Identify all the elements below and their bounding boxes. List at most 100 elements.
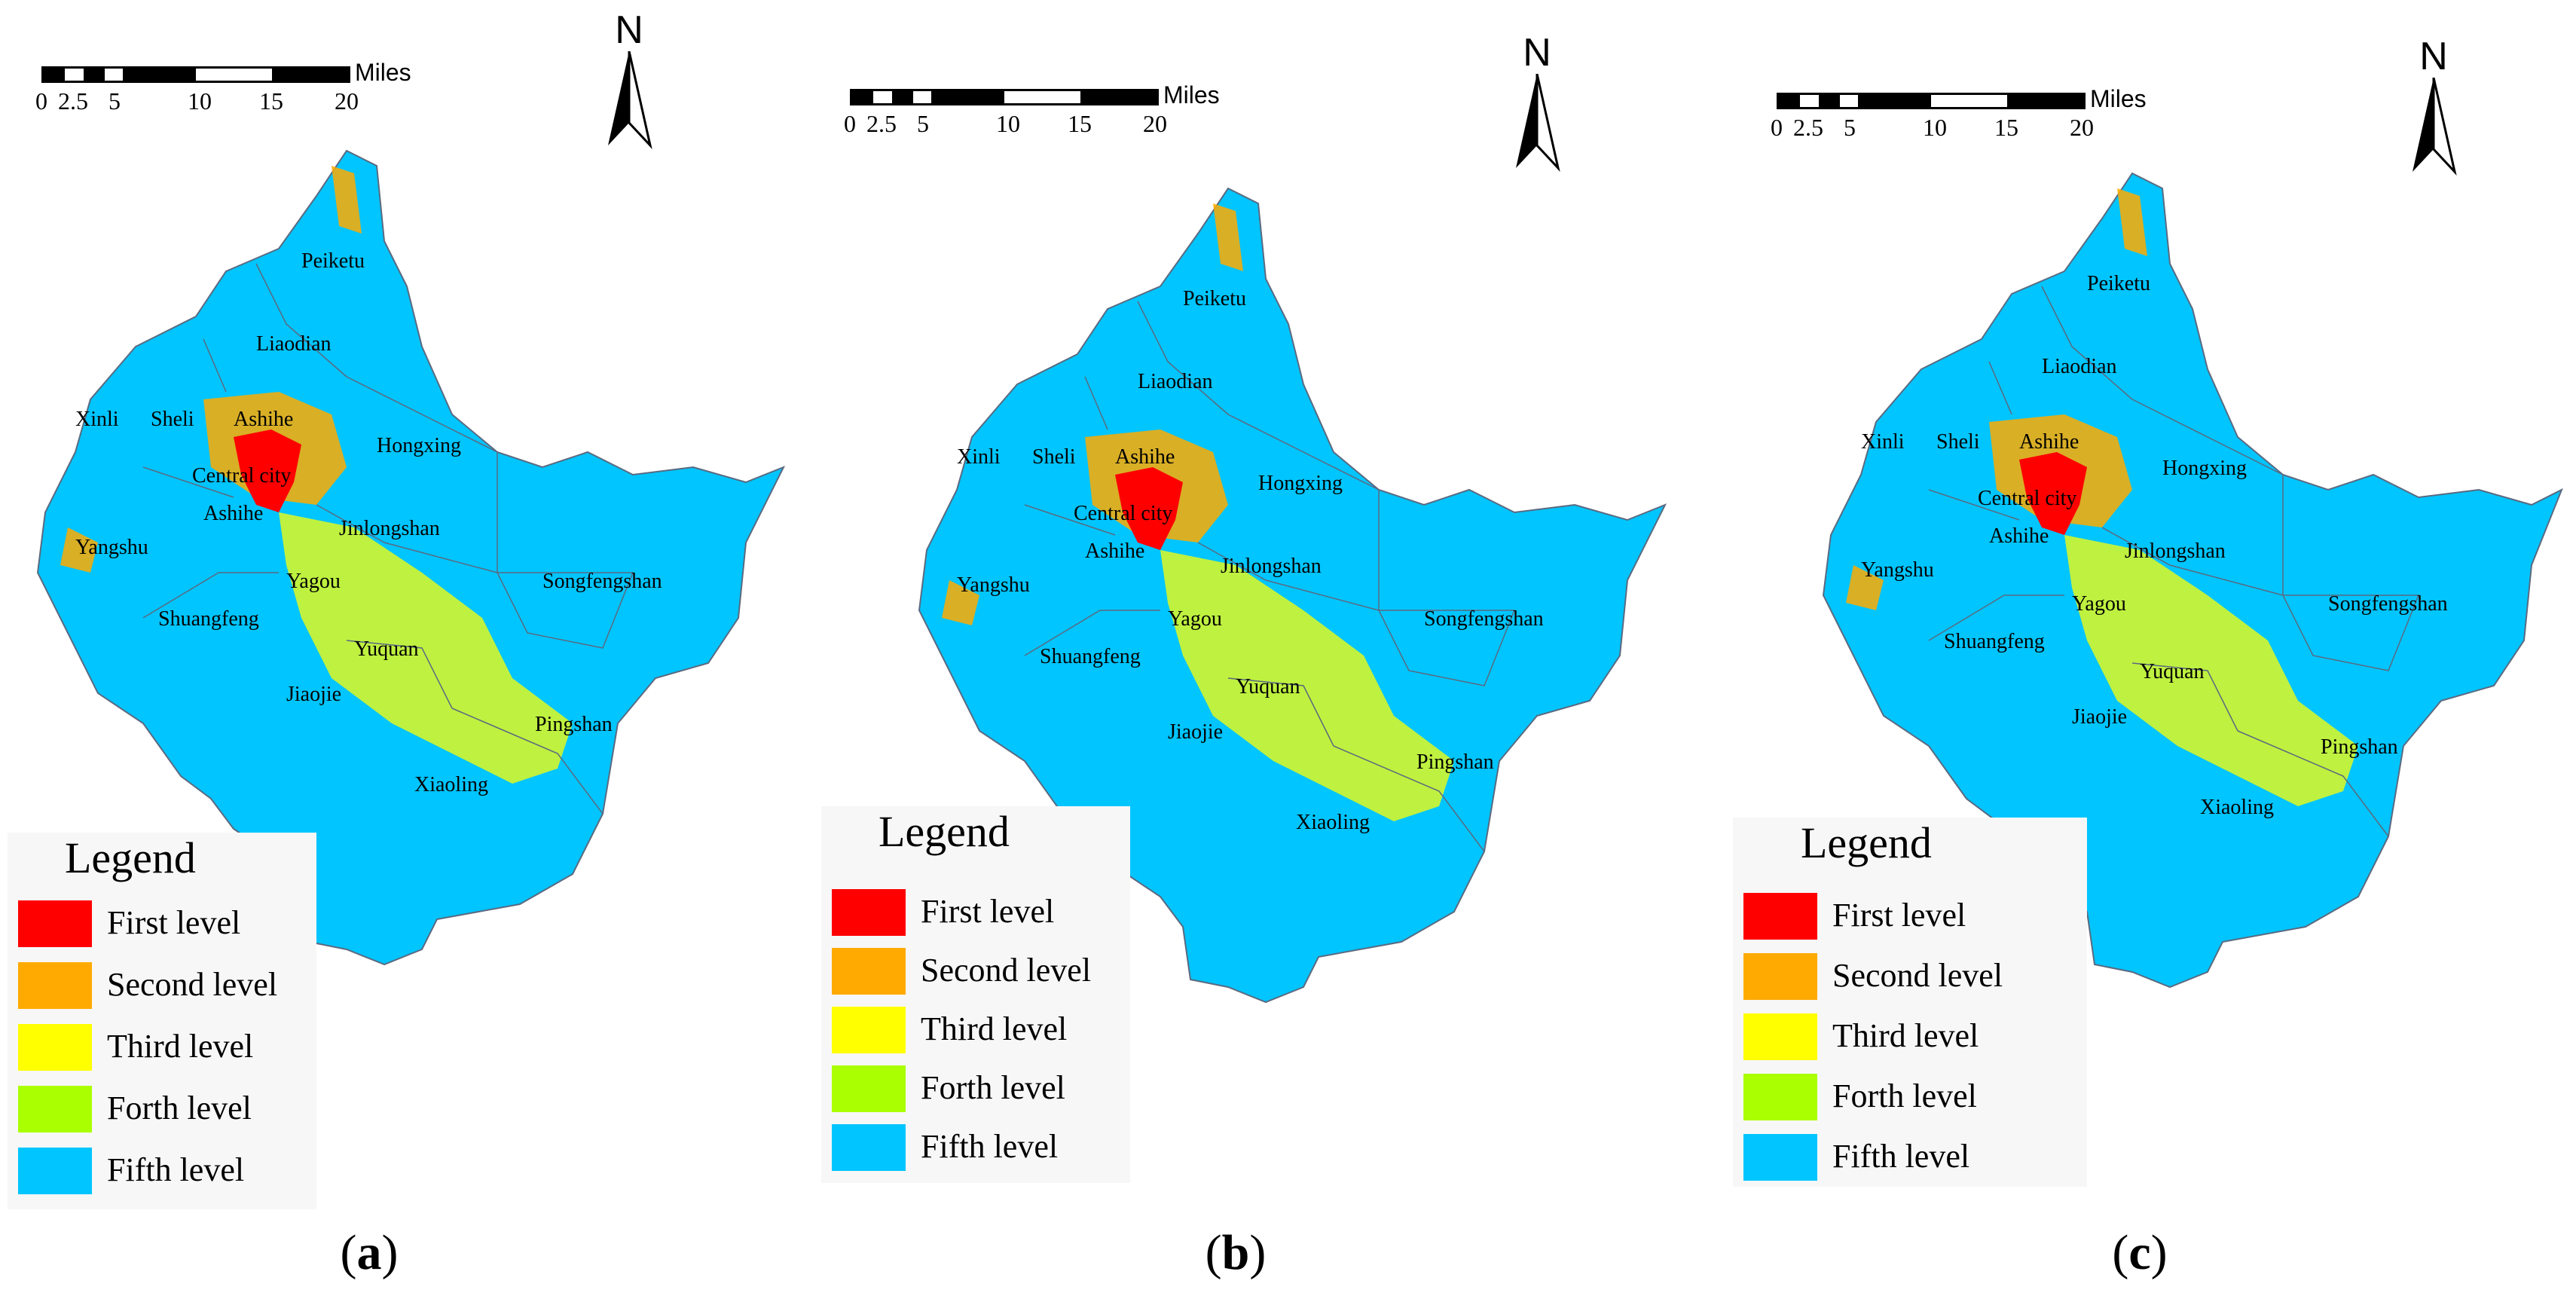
scale-tick: 0 xyxy=(844,110,856,137)
scale-tick: 10 xyxy=(1923,114,1947,141)
map-panel-a: Peiketu Liaodian Xinli Sheli Ashihe Hong… xyxy=(0,0,859,1296)
map-boundary xyxy=(918,187,1667,1004)
scale-tick: 15 xyxy=(1068,110,1092,137)
place-label: Xinli xyxy=(1861,430,1905,454)
place-label: Yangshu xyxy=(1861,558,1934,582)
scale-tick: 5 xyxy=(917,110,929,137)
place-label: Xiaoling xyxy=(414,773,488,796)
legend-title: Legend xyxy=(879,807,1010,856)
district-lines xyxy=(1928,286,2420,837)
legend-swatch xyxy=(832,1007,906,1053)
urban-third-level xyxy=(2064,535,2358,806)
legend: Legend First level Second level Third le… xyxy=(821,806,1130,1183)
scale-tick: 10 xyxy=(996,110,1020,137)
scale-tick: 15 xyxy=(1994,114,2018,141)
place-label: Ashihe xyxy=(2019,430,2079,454)
scale-tick: 15 xyxy=(259,87,283,115)
panel-caption: (c) xyxy=(2112,1225,2168,1280)
place-label: Sheli xyxy=(1032,445,1076,469)
legend-swatch xyxy=(18,962,92,1009)
place-label: Hongxing xyxy=(1258,472,1343,495)
legend-swatch xyxy=(1743,1134,1817,1181)
region-map: Peiketu Liaodian Xinli Sheli Ashihe Hong… xyxy=(918,187,1667,1004)
legend-swatch xyxy=(18,1086,92,1132)
scale-tick: 2.5 xyxy=(58,87,88,115)
legend-swatch xyxy=(1743,1013,1817,1060)
place-label: Xiaoling xyxy=(2200,796,2274,819)
scale-tick: 0 xyxy=(35,87,47,115)
legend-swatch xyxy=(1743,893,1817,940)
north-arrow-icon xyxy=(1516,74,1560,172)
legend-swatch xyxy=(1743,953,1817,1000)
legend: Legend First level Second level Third le… xyxy=(1733,818,2087,1187)
place-label: Hongxing xyxy=(2162,457,2247,480)
place-label: Peiketu xyxy=(1183,287,1246,310)
place-label: Yangshu xyxy=(75,536,148,559)
place-label: Shuangfeng xyxy=(158,607,259,631)
place-label: Ashihe xyxy=(1085,539,1144,563)
urban-first-level xyxy=(1115,467,1183,550)
place-label: Yuquan xyxy=(1236,675,1300,698)
place-label: Ashihe xyxy=(1115,445,1175,469)
place-label: Jiaojie xyxy=(2072,705,2127,729)
map-panel-c: Peiketu Liaodian Xinli Sheli Ashihe Hong… xyxy=(1733,0,2576,1296)
north-arrow: N xyxy=(1507,30,1567,173)
map-boundary xyxy=(36,149,786,966)
urban-first-level xyxy=(234,429,301,512)
place-label: Yuquan xyxy=(354,637,419,661)
north-arrow: N xyxy=(2403,34,2464,177)
legend-title: Legend xyxy=(65,833,196,882)
place-label: Songfengshan xyxy=(2328,592,2448,616)
scale-bar: Miles 0 2.5 5 10 15 20 xyxy=(844,81,1220,151)
place-label: Jiaojie xyxy=(1168,720,1223,744)
scale-unit: Miles xyxy=(1163,81,1220,109)
scale-tick: 20 xyxy=(335,87,359,115)
scale-bar: Miles 0 2.5 5 10 15 20 xyxy=(1771,85,2147,154)
place-label: Hongxing xyxy=(377,434,461,457)
legend: Legend First level Second level Third le… xyxy=(8,833,316,1209)
legend-swatch xyxy=(18,1148,92,1194)
district-lines xyxy=(1024,301,1516,852)
scale-bar: Miles 0 2.5 5 10 15 20 xyxy=(35,59,411,128)
legend-swatch xyxy=(832,889,906,936)
place-label: Yuquan xyxy=(2140,660,2205,683)
place-label: Shuangfeng xyxy=(1040,645,1141,668)
urban-first-level xyxy=(2019,452,2087,535)
place-label: Central city xyxy=(1978,487,2076,510)
legend-swatch xyxy=(1743,1074,1817,1120)
place-label: Pingshan xyxy=(1416,750,1494,774)
place-label: Liaodian xyxy=(1138,370,1213,393)
place-label: Yagou xyxy=(1168,607,1222,631)
scale-unit: Miles xyxy=(2090,85,2147,112)
legend-swatch xyxy=(18,1024,92,1071)
place-label: Central city xyxy=(1074,502,1172,525)
place-label: Peiketu xyxy=(301,249,365,273)
map-boundary xyxy=(1822,172,2563,989)
place-label: Sheli xyxy=(151,408,194,431)
urban-third-level xyxy=(279,512,573,784)
place-label: Jinlongshan xyxy=(339,517,440,540)
region-map: Peiketu Liaodian Xinli Sheli Ashihe Hong… xyxy=(36,149,786,966)
scale-tick: 10 xyxy=(188,87,212,115)
urban-third-level xyxy=(1160,550,1454,821)
place-label: Ashihe xyxy=(234,408,293,431)
legend-swatch xyxy=(832,1124,906,1171)
place-label: Ashihe xyxy=(1989,524,2049,548)
place-label: Xinli xyxy=(957,445,1001,469)
panel-caption: (a) xyxy=(340,1225,399,1280)
place-label: Sheli xyxy=(1936,430,1980,454)
legend-swatch xyxy=(18,900,92,947)
place-label: Yagou xyxy=(2072,592,2126,616)
scale-tick: 20 xyxy=(1143,110,1167,137)
place-label: Yangshu xyxy=(957,573,1030,597)
north-arrow-icon xyxy=(2413,78,2457,176)
scale-tick: 20 xyxy=(2070,114,2094,141)
place-label: Ashihe xyxy=(203,502,263,525)
region-map: Peiketu Liaodian Xinli Sheli Ashihe Hong… xyxy=(1822,172,2563,989)
legend-swatch xyxy=(832,1065,906,1112)
scale-unit: Miles xyxy=(355,59,411,86)
scale-tick: 0 xyxy=(1771,114,1783,141)
panel-caption: (b) xyxy=(1205,1225,1267,1280)
place-label: Jiaojie xyxy=(286,683,341,706)
place-label: Songfengshan xyxy=(542,570,662,593)
